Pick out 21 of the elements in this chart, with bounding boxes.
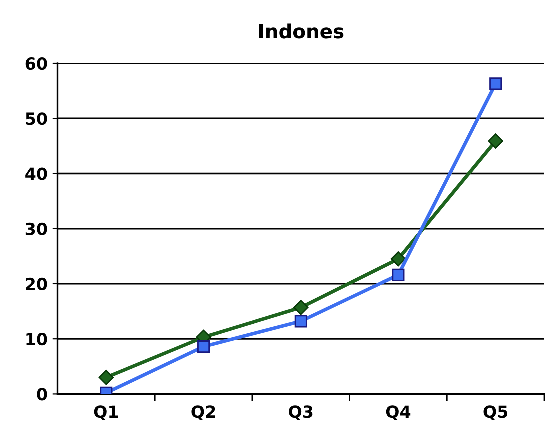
x-tick-label: Q3 [289, 406, 313, 420]
y-tick-label: 20 [26, 278, 48, 291]
point [490, 78, 502, 90]
point [392, 268, 405, 282]
x-tick-label: Q2 [192, 406, 216, 420]
y-tick-label: 40 [26, 168, 48, 180]
point [488, 134, 504, 149]
point [98, 370, 114, 386]
chart-title: Indones [259, 24, 344, 39]
y-tick-label: 60 [26, 57, 48, 70]
y-tick-label: 30 [26, 222, 48, 236]
y-tick-label: 50 [26, 112, 48, 126]
point [390, 252, 406, 267]
point [198, 340, 210, 354]
point [294, 300, 309, 316]
y-tick-label: 0 [37, 388, 48, 401]
y-tick-label: 10 [26, 333, 48, 346]
x-tick-label: Q4 [386, 406, 411, 420]
x-tick-label: Q1 [94, 406, 118, 420]
point [294, 315, 308, 328]
x-tick-label: Q5 [484, 406, 508, 420]
